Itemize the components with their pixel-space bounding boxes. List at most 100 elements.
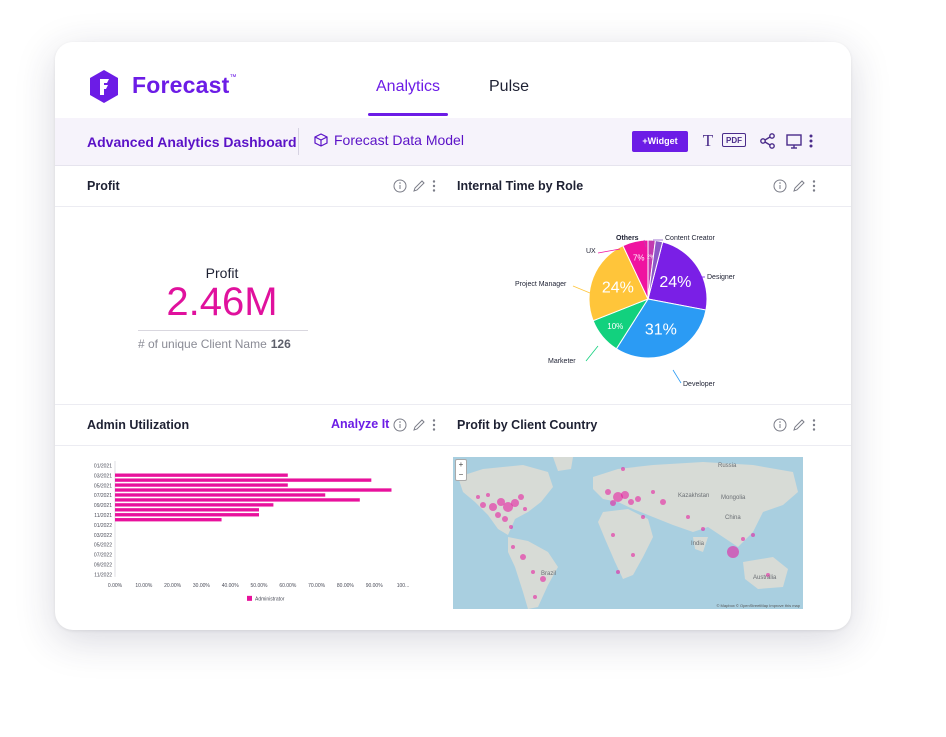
pie-value-label: 2% xyxy=(647,254,655,260)
map-label-australia: Australia xyxy=(753,575,777,581)
internal-time-panel-actions xyxy=(773,179,816,193)
add-widget-button[interactable]: +Widget xyxy=(632,131,688,152)
map-attribution[interactable]: © Mapbox © OpenStreetMap Improve this ma… xyxy=(716,603,801,608)
analyze-it-button[interactable]: Analyze It xyxy=(331,417,390,431)
bar-x-tick-label: 40.00% xyxy=(222,583,240,589)
bar[interactable] xyxy=(115,483,288,487)
map-label-china: China xyxy=(725,515,741,521)
pie-slice-content-creator[interactable] xyxy=(647,239,664,300)
bar-y-tick-label: 03/2022 xyxy=(94,533,112,539)
pie-category-label: Others xyxy=(616,235,639,242)
cube-icon xyxy=(314,133,328,147)
bar-x-tick-label: 60.00% xyxy=(279,583,297,589)
profit-panel-header: Profit xyxy=(55,166,448,207)
bar-y-tick-label: 11/2022 xyxy=(94,572,112,578)
panel-more-icon[interactable] xyxy=(812,180,816,192)
internal-time-pie-chart: 24% Designer 31% Developer 10% Marketer 24% Pro… xyxy=(515,235,736,388)
admin-util-panel-title: Admin Utilization xyxy=(87,418,190,432)
kpi-label: Profit xyxy=(205,265,239,281)
admin-util-bar-chart: 01/2021 03/2021 05/2021 07/2021 09/2021 11/20… xyxy=(94,461,410,602)
bar-y-tick-label: 05/2022 xyxy=(94,543,112,549)
pie-category-label: UX xyxy=(586,248,596,255)
admin-util-panel-header: Admin Utilization xyxy=(55,405,448,446)
active-tab-indicator xyxy=(368,113,448,116)
profit-country-panel-title: Profit by Client Country xyxy=(457,418,598,432)
bar[interactable] xyxy=(115,508,259,512)
bar[interactable] xyxy=(115,498,360,502)
bar-x-tick-label: 30.00% xyxy=(193,583,211,589)
bar[interactable] xyxy=(115,493,326,497)
bar-x-tick-label: 70.00% xyxy=(308,583,326,589)
edit-icon[interactable] xyxy=(413,419,425,431)
pie-value-label: 31% xyxy=(645,321,677,338)
edit-icon[interactable] xyxy=(413,180,425,192)
bar-x-tick-label: 0.00% xyxy=(108,583,123,589)
map-label-brazil: Brazil xyxy=(541,571,556,577)
map-label-mongolia: Mongolia xyxy=(721,495,746,501)
bar-y-tick-label: 07/2022 xyxy=(94,553,112,559)
tab-pulse[interactable]: Pulse xyxy=(489,78,530,95)
map-data-points xyxy=(476,467,770,599)
profit-panel-title: Profit xyxy=(87,179,120,193)
pie-slice-project-manager[interactable] xyxy=(588,244,649,322)
bar[interactable] xyxy=(115,518,222,522)
brand-name[interactable]: Forecast™ xyxy=(132,72,237,98)
pie-leader-line xyxy=(572,285,591,294)
row-divider xyxy=(55,404,851,405)
info-icon[interactable] xyxy=(393,179,407,193)
internal-time-panel-header: Internal Time by Role xyxy=(448,166,851,207)
panel-more-icon[interactable] xyxy=(432,180,436,192)
pie-category-label: Designer xyxy=(707,274,736,281)
pie-slice-designer[interactable] xyxy=(647,241,708,311)
bar[interactable] xyxy=(115,478,372,482)
toolbar-divider xyxy=(298,128,299,155)
bar[interactable] xyxy=(115,503,274,507)
monitor-icon[interactable] xyxy=(785,132,803,150)
bar-x-tick-label: 50.00% xyxy=(251,583,269,589)
panel-more-icon[interactable] xyxy=(432,419,436,431)
world-map[interactable]: Russia Kazakhstan Mongolia China India B… xyxy=(453,457,803,609)
edit-icon[interactable] xyxy=(793,419,805,431)
dashboard-title[interactable]: Advanced Analytics Dashboard xyxy=(87,134,297,150)
bar-y-tick-label: 09/2022 xyxy=(94,562,112,568)
bar[interactable] xyxy=(115,513,259,517)
pie-leader-line xyxy=(643,239,647,248)
profit-country-panel-actions xyxy=(773,418,816,432)
bar-x-tick-label: 10.00% xyxy=(135,583,153,589)
bar-x-tick-label: 80.00% xyxy=(337,583,355,589)
bar-y-tick-label: 01/2022 xyxy=(94,523,112,529)
map-canvas[interactable]: Russia Kazakhstan Mongolia China India B… xyxy=(453,457,803,609)
data-model-link[interactable]: Forecast Data Model xyxy=(314,132,464,148)
bar-y-tick-label: 09/2021 xyxy=(94,503,112,509)
edit-icon[interactable] xyxy=(793,180,805,192)
share-icon[interactable] xyxy=(759,132,777,150)
bar-x-tick-label: 90.00% xyxy=(366,583,384,589)
bar-x-tick-label: 100... xyxy=(397,583,410,589)
map-label-russia: Russia xyxy=(718,463,737,469)
panel-more-icon[interactable] xyxy=(812,419,816,431)
pie-leader-line xyxy=(585,345,599,362)
pie-value-label: 10% xyxy=(607,322,623,331)
profit-country-panel-header: Profit by Client Country xyxy=(448,405,851,446)
bar-x-tick-label: 20.00% xyxy=(164,583,182,589)
admin-util-panel-actions xyxy=(393,418,436,432)
map-zoom-controls[interactable]: + − xyxy=(455,459,467,481)
pdf-icon[interactable]: PDF xyxy=(722,133,746,147)
bar-y-tick-label: 07/2021 xyxy=(94,493,112,499)
info-icon[interactable] xyxy=(773,418,787,432)
bar-y-tick-label: 01/2021 xyxy=(94,463,112,469)
bar[interactable] xyxy=(115,488,392,492)
pie-value-label: 24% xyxy=(602,280,634,297)
more-icon[interactable] xyxy=(807,132,815,150)
info-icon[interactable] xyxy=(773,179,787,193)
legend-label[interactable]: Administrator xyxy=(255,596,285,602)
tab-analytics[interactable]: Analytics xyxy=(376,78,441,95)
pie-category-label: Marketer xyxy=(548,358,576,365)
map-label-india: India xyxy=(691,541,705,547)
info-icon[interactable] xyxy=(393,418,407,432)
bar-y-tick-label: 05/2021 xyxy=(94,483,112,489)
bar[interactable] xyxy=(115,473,288,477)
pie-value-label: 24% xyxy=(659,274,691,291)
kpi-divider xyxy=(138,330,308,331)
text-icon[interactable]: T xyxy=(702,131,714,150)
